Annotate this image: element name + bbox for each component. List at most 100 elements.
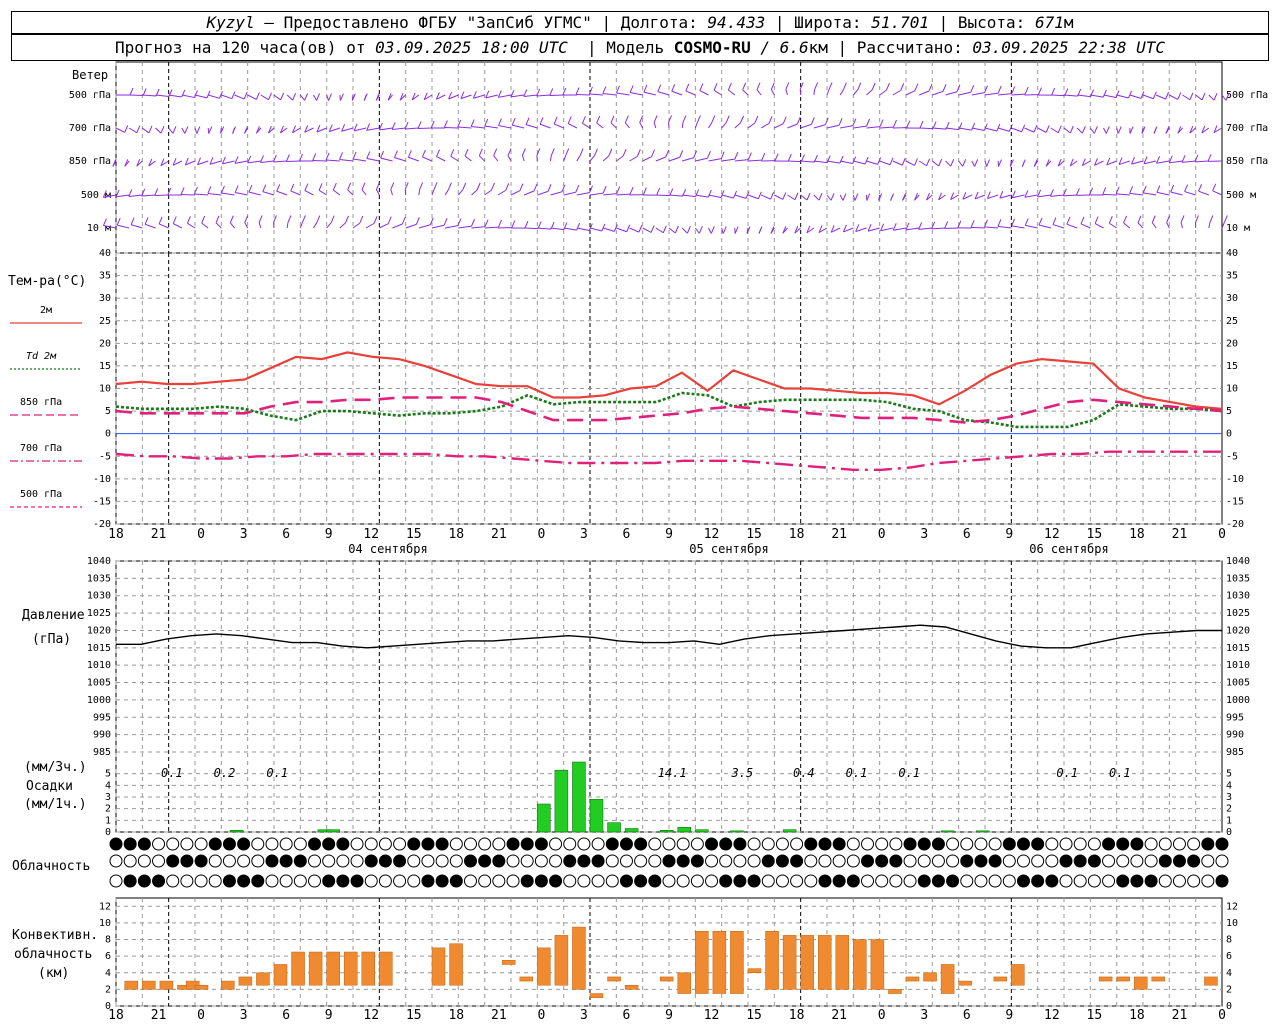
cloud-cover-symbol	[152, 874, 166, 888]
wind-barb-feather	[997, 219, 1002, 227]
wind-barb-feather	[184, 157, 189, 166]
wind-barb	[292, 127, 301, 134]
precip-bar	[537, 803, 551, 833]
wind-barb-feather	[231, 91, 236, 99]
wind-barb	[260, 160, 275, 163]
cloud-title: Облачность	[12, 859, 91, 874]
wind-barb-feather	[852, 118, 857, 126]
wind-barb	[1143, 160, 1157, 165]
pressure-tick-label: 1010	[87, 660, 111, 671]
wind-barb-feather	[601, 223, 606, 232]
wind-barb-feather	[889, 157, 894, 165]
wind-barb	[366, 127, 380, 131]
convective-bar	[291, 951, 305, 986]
pressure-tick-label-right: 995	[1226, 712, 1244, 723]
wind-barb-feather	[229, 215, 234, 223]
wind-barb	[1166, 222, 1170, 229]
cloud-cover-symbol	[917, 874, 931, 888]
wind-barb	[681, 227, 688, 234]
wind-barb	[642, 156, 652, 162]
wind-barb-feather	[1118, 157, 1123, 165]
wind-barb	[879, 126, 894, 129]
wind-barb-feather	[602, 185, 607, 194]
wind-barb	[1189, 127, 1196, 134]
wind-barb-feather	[533, 183, 538, 192]
wind-barb	[602, 155, 610, 162]
wind-barb-feather	[207, 186, 212, 194]
wind-barb-feather	[957, 220, 962, 229]
wind-barb-feather	[1011, 190, 1016, 198]
wind-barb-feather	[262, 184, 267, 192]
wind-barb	[668, 227, 676, 234]
wind-barb-feather	[575, 87, 580, 95]
wind-barb-feather	[407, 150, 412, 158]
wind-barb-feather	[1129, 126, 1134, 134]
cloud-cover-symbol	[393, 874, 407, 888]
convective-bar	[888, 989, 902, 994]
wind-barb	[1170, 191, 1183, 196]
pressure-tick-label-right: 1010	[1226, 660, 1250, 671]
wind-barb-feather	[220, 185, 225, 194]
wind-barb	[905, 90, 916, 96]
wind-barb-feather	[879, 119, 884, 127]
wind-barb	[208, 94, 220, 99]
altitude-label: | Высота:	[928, 13, 1035, 32]
wind-barb	[497, 189, 506, 196]
wind-barb	[734, 159, 749, 162]
convective-bar	[449, 943, 463, 986]
wind-barb	[962, 194, 973, 200]
wind-barb	[685, 90, 696, 96]
time-tick-label-bottom: 18	[108, 1008, 124, 1023]
wind-barb-feather	[742, 82, 747, 91]
wind-barb	[436, 156, 446, 162]
cloud-cover-symbol	[577, 874, 591, 888]
wind-barb-feather	[507, 148, 512, 156]
wind-barb-feather	[401, 216, 406, 225]
wind-barb	[893, 227, 907, 231]
wind-barb-feather	[842, 224, 847, 233]
pressure-tick-label-right: 1025	[1226, 608, 1250, 619]
wind-barb-feather	[970, 85, 975, 93]
wind-barb-feather	[1108, 216, 1113, 224]
time-tick-label-bottom: 6	[623, 1008, 631, 1023]
temp-tick-label-right: 30	[1226, 293, 1238, 304]
precip-3h-label: 0.1	[1056, 766, 1078, 780]
wind-barb-feather	[983, 123, 988, 131]
pressure-tick-label: 990	[93, 730, 111, 741]
cloud-cover-symbol	[180, 854, 194, 868]
wind-barb	[721, 194, 734, 199]
wind-barb	[450, 155, 459, 162]
cloud-cover-symbol	[733, 854, 747, 868]
wind-barb-feather	[148, 125, 153, 134]
cloud-cover-symbol	[478, 837, 492, 851]
pressure-tick-label: 995	[93, 712, 111, 723]
wind-barb	[596, 122, 604, 129]
wind-barb-feather	[1057, 158, 1062, 167]
wind-barb-feather	[866, 193, 871, 201]
cloud-cover-symbol	[222, 854, 236, 868]
wind-barb-feather	[794, 225, 799, 234]
cloud-cover-symbol	[1215, 854, 1229, 868]
wind-barb-feather	[1177, 126, 1182, 134]
wind-barb-feather	[292, 125, 297, 133]
cloud-cover-symbol	[804, 854, 818, 868]
wind-barb	[536, 94, 551, 97]
wind-barb-feather	[643, 84, 648, 93]
pressure-unit: (гПа)	[32, 632, 72, 647]
wind-barb	[813, 89, 816, 96]
wind-barb-feather	[1137, 215, 1142, 223]
wind-barb-feather	[301, 215, 306, 223]
wind-barb	[721, 158, 735, 162]
convective-bar	[554, 935, 569, 986]
convective-bar	[326, 951, 340, 986]
wind-barb	[392, 127, 406, 130]
wind-barb	[484, 226, 499, 229]
wind-barb-feather	[950, 159, 955, 167]
precip-tick-label: 4	[105, 780, 111, 791]
wind-barb	[563, 191, 576, 196]
wind-barb-feather	[478, 148, 483, 157]
wind-barb-feather	[448, 182, 452, 190]
wind-barb	[221, 192, 235, 196]
wind-barb-feather	[404, 121, 409, 130]
wind-barb-feather	[209, 157, 214, 165]
